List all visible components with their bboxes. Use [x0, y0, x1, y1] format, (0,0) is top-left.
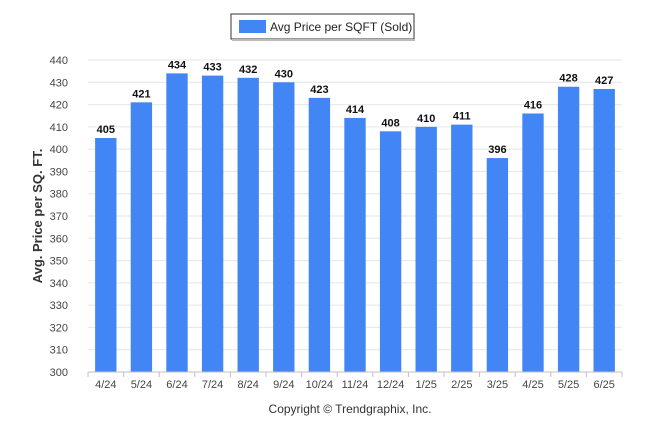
data-label: 433 — [203, 62, 221, 74]
y-tick-label: 360 — [50, 233, 68, 245]
x-tick-label: 5/24 — [131, 379, 152, 391]
data-labels: 405 421 434 433 432 430 423 414 408 410 411 396 416 4… — [97, 59, 614, 156]
x-tick-label: 6/25 — [593, 379, 614, 391]
y-tick-label: 390 — [50, 166, 68, 178]
y-tick-label: 380 — [50, 189, 68, 201]
y-tick-label: 400 — [50, 144, 68, 156]
bar-4-25[interactable] — [522, 113, 544, 372]
data-label: 405 — [97, 124, 115, 136]
bar-2-25[interactable] — [451, 124, 473, 372]
bar-10-24[interactable] — [308, 97, 331, 372]
y-axis-ticks: 300 310 320 330 340 350 360 370 380 390 400 410 420 4… — [50, 55, 68, 379]
data-label: 410 — [417, 113, 435, 125]
y-tick-label: 370 — [50, 211, 68, 223]
x-tick-label: 1/25 — [415, 379, 436, 391]
legend-shadow — [232, 39, 415, 41]
x-tick-label: 6/24 — [166, 379, 187, 391]
data-label: 396 — [488, 144, 506, 156]
bar-5-24[interactable] — [130, 102, 153, 372]
legend-swatch — [239, 20, 266, 33]
data-label: 411 — [453, 111, 471, 123]
data-label: 427 — [595, 75, 613, 87]
legend[interactable]: Avg Price per SQFT (Sold) — [230, 13, 415, 41]
y-tick-label: 340 — [50, 278, 68, 290]
x-tick-label: 3/25 — [487, 379, 508, 391]
data-label: 428 — [559, 73, 577, 85]
data-label: 408 — [381, 117, 399, 129]
data-label: 421 — [132, 88, 150, 100]
data-label: 432 — [239, 64, 257, 76]
copyright-text: Copyright © Trendgraphix, Inc. — [269, 402, 432, 416]
x-tick-label: 9/24 — [273, 379, 294, 391]
bar-7-24[interactable] — [201, 75, 224, 372]
y-tick-label: 350 — [50, 256, 68, 268]
y-tick-label: 330 — [50, 300, 68, 312]
x-axis-ticks: 4/24 5/24 6/24 7/24 8/24 9/24 10/24 11/24 12/24 1… — [87, 372, 623, 391]
y-tick-label: 420 — [50, 100, 68, 112]
bar-12-24[interactable] — [379, 131, 402, 372]
x-tick-label: 7/24 — [202, 379, 223, 391]
data-label: 434 — [168, 59, 187, 71]
x-tick-label: 11/24 — [342, 379, 369, 391]
y-axis-label: Avg. Price per SQ. FT. — [30, 149, 45, 284]
bars — [95, 73, 615, 373]
bar-9-24[interactable] — [273, 82, 295, 373]
y-tick-label: 300 — [50, 367, 68, 379]
data-label: 430 — [275, 68, 293, 80]
x-tick-label: 2/25 — [451, 379, 472, 391]
y-tick-label: 410 — [50, 122, 68, 134]
y-tick-label: 320 — [50, 322, 68, 334]
y-tick-label: 430 — [50, 77, 68, 89]
x-tick-label: 10/24 — [306, 379, 334, 391]
bar-4-24[interactable] — [95, 138, 117, 372]
y-tick-label: 310 — [50, 345, 68, 357]
y-tick-label: 440 — [50, 55, 68, 67]
bar-5-25[interactable] — [557, 86, 580, 372]
bar-3-25[interactable] — [486, 158, 509, 372]
x-tick-label: 8/24 — [237, 379, 258, 391]
bar-6-25[interactable] — [593, 88, 615, 372]
data-label: 416 — [524, 99, 542, 111]
x-tick-label: 4/24 — [95, 379, 116, 391]
data-label: 423 — [310, 84, 328, 96]
x-tick-label: 12/24 — [377, 379, 405, 391]
bar-8-24[interactable] — [237, 77, 259, 372]
data-label: 414 — [346, 104, 365, 116]
x-tick-label: 4/25 — [522, 379, 543, 391]
bar-1-25[interactable] — [415, 126, 437, 372]
legend-label: Avg Price per SQFT (Sold) — [270, 20, 412, 34]
bar-6-24[interactable] — [166, 73, 188, 372]
bar-11-24[interactable] — [344, 117, 366, 372]
x-tick-label: 5/25 — [558, 379, 579, 391]
